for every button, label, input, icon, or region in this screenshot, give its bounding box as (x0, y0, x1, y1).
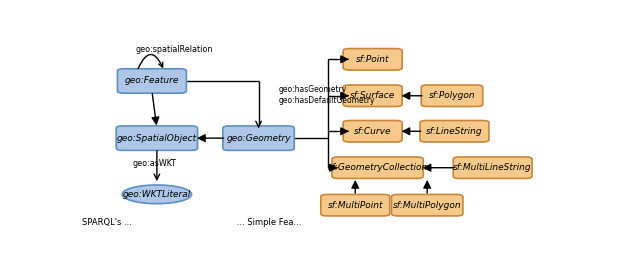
FancyBboxPatch shape (343, 85, 402, 106)
Text: geo:spatialRelation: geo:spatialRelation (136, 45, 213, 54)
Text: sf:Curve: sf:Curve (354, 127, 392, 136)
FancyBboxPatch shape (343, 49, 402, 70)
Text: geo:Feature: geo:Feature (125, 77, 179, 86)
Text: sf:Polygon: sf:Polygon (429, 91, 476, 100)
FancyArrowPatch shape (341, 92, 348, 99)
FancyArrowPatch shape (330, 164, 337, 171)
FancyBboxPatch shape (332, 157, 423, 178)
FancyBboxPatch shape (392, 194, 463, 216)
Text: geo:SpatialObject: geo:SpatialObject (117, 134, 197, 143)
FancyArrowPatch shape (424, 164, 454, 171)
FancyArrowPatch shape (256, 121, 261, 127)
Text: geo:asWKT: geo:asWKT (132, 159, 176, 168)
Text: sf:MultiLineString: sf:MultiLineString (453, 163, 532, 172)
Text: sf:Point: sf:Point (356, 55, 389, 64)
FancyBboxPatch shape (453, 157, 532, 178)
FancyBboxPatch shape (420, 121, 489, 142)
Text: sf:MultiPoint: sf:MultiPoint (328, 201, 383, 210)
Ellipse shape (122, 185, 191, 204)
FancyArrowPatch shape (424, 182, 431, 193)
Text: geo:Geometry: geo:Geometry (227, 134, 291, 143)
FancyArrowPatch shape (352, 182, 358, 193)
Text: sf:Surface: sf:Surface (350, 91, 396, 100)
FancyArrowPatch shape (403, 128, 420, 135)
Text: sf:LineString: sf:LineString (426, 127, 483, 136)
FancyBboxPatch shape (321, 194, 390, 216)
FancyBboxPatch shape (223, 126, 294, 150)
FancyArrowPatch shape (403, 92, 422, 99)
FancyArrowPatch shape (341, 128, 348, 135)
FancyArrowPatch shape (154, 151, 159, 180)
Text: sf:MultiPolygon: sf:MultiPolygon (393, 201, 461, 210)
FancyArrowPatch shape (152, 94, 159, 124)
FancyBboxPatch shape (343, 121, 402, 142)
Text: geo:WKTLiteral: geo:WKTLiteral (123, 190, 191, 199)
FancyArrowPatch shape (341, 56, 348, 63)
FancyBboxPatch shape (421, 85, 483, 106)
FancyBboxPatch shape (116, 126, 198, 150)
FancyBboxPatch shape (118, 69, 186, 93)
FancyArrowPatch shape (198, 135, 223, 142)
Text: SPARQL's ...                                        ... Simple Fea...: SPARQL's ... ... Simple Fea... (83, 218, 302, 227)
Text: sf:GeometryCollection: sf:GeometryCollection (328, 163, 428, 172)
Text: geo:hasGeometry
geo:hasDefaultGeometry: geo:hasGeometry geo:hasDefaultGeometry (278, 85, 375, 105)
FancyArrowPatch shape (138, 54, 163, 69)
